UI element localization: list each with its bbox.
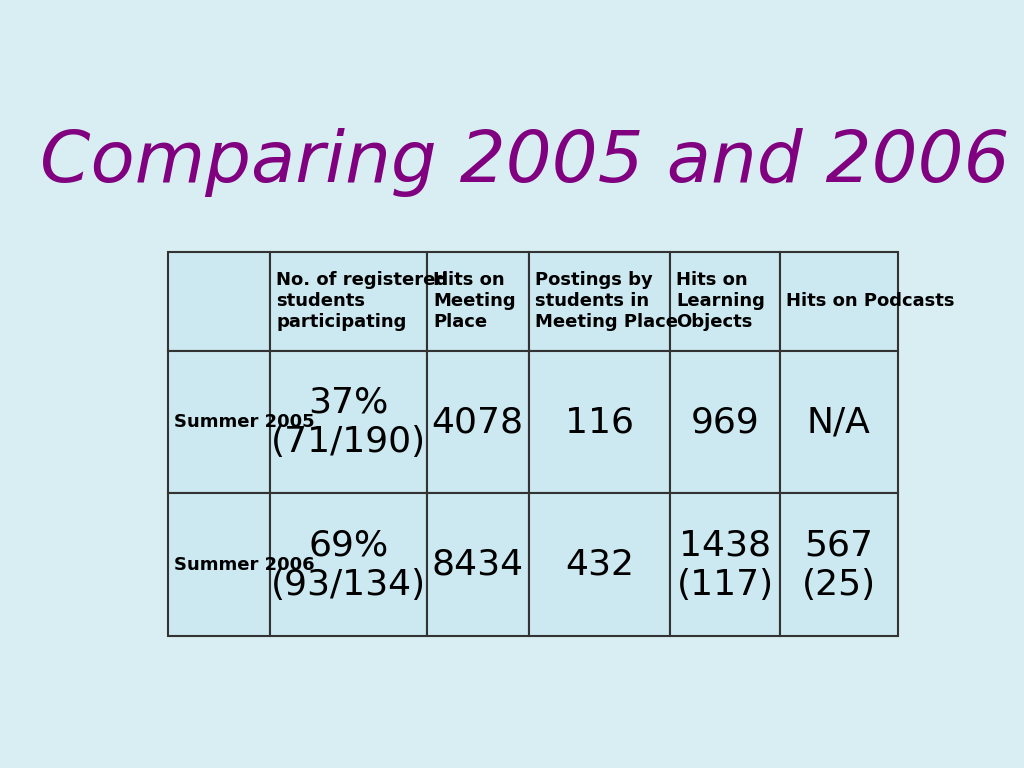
Text: 969: 969 <box>691 405 760 439</box>
Text: 567
(25): 567 (25) <box>802 528 876 601</box>
Text: No. of registered
students
participating: No. of registered students participating <box>276 271 449 331</box>
Text: Comparing 2005 and 2006: Comparing 2005 and 2006 <box>40 127 1010 197</box>
Bar <box>168 351 269 494</box>
Text: Hits on Podcasts: Hits on Podcasts <box>786 293 955 310</box>
Text: Hits on
Meeting
Place: Hits on Meeting Place <box>433 271 516 331</box>
Bar <box>168 494 269 636</box>
Bar <box>168 252 269 351</box>
Text: Summer 2005: Summer 2005 <box>174 413 314 431</box>
Circle shape <box>379 344 624 526</box>
Bar <box>670 252 780 351</box>
Bar <box>427 494 528 636</box>
Bar <box>780 252 898 351</box>
Text: 69%
(93/134): 69% (93/134) <box>270 528 426 601</box>
Bar <box>780 494 898 636</box>
Bar <box>528 351 670 494</box>
Text: 116: 116 <box>565 405 634 439</box>
Bar <box>427 252 528 351</box>
Bar <box>269 252 427 351</box>
Bar <box>427 351 528 494</box>
Bar <box>670 494 780 636</box>
Text: 4078: 4078 <box>432 405 524 439</box>
Text: Hits on
Learning
Objects: Hits on Learning Objects <box>677 271 765 331</box>
Bar <box>269 494 427 636</box>
Text: 8434: 8434 <box>432 548 524 582</box>
Text: 432: 432 <box>565 548 634 582</box>
Bar <box>670 351 780 494</box>
Bar <box>528 252 670 351</box>
Bar <box>528 494 670 636</box>
Text: 37%
(71/190): 37% (71/190) <box>270 386 426 458</box>
Bar <box>269 351 427 494</box>
Text: 1438
(117): 1438 (117) <box>677 528 774 601</box>
Circle shape <box>466 362 599 461</box>
Text: Summer 2006: Summer 2006 <box>174 556 314 574</box>
Text: Postings by
students in
Meeting Place: Postings by students in Meeting Place <box>536 271 678 331</box>
Bar <box>780 351 898 494</box>
Circle shape <box>279 270 723 601</box>
Text: N/A: N/A <box>807 405 870 439</box>
